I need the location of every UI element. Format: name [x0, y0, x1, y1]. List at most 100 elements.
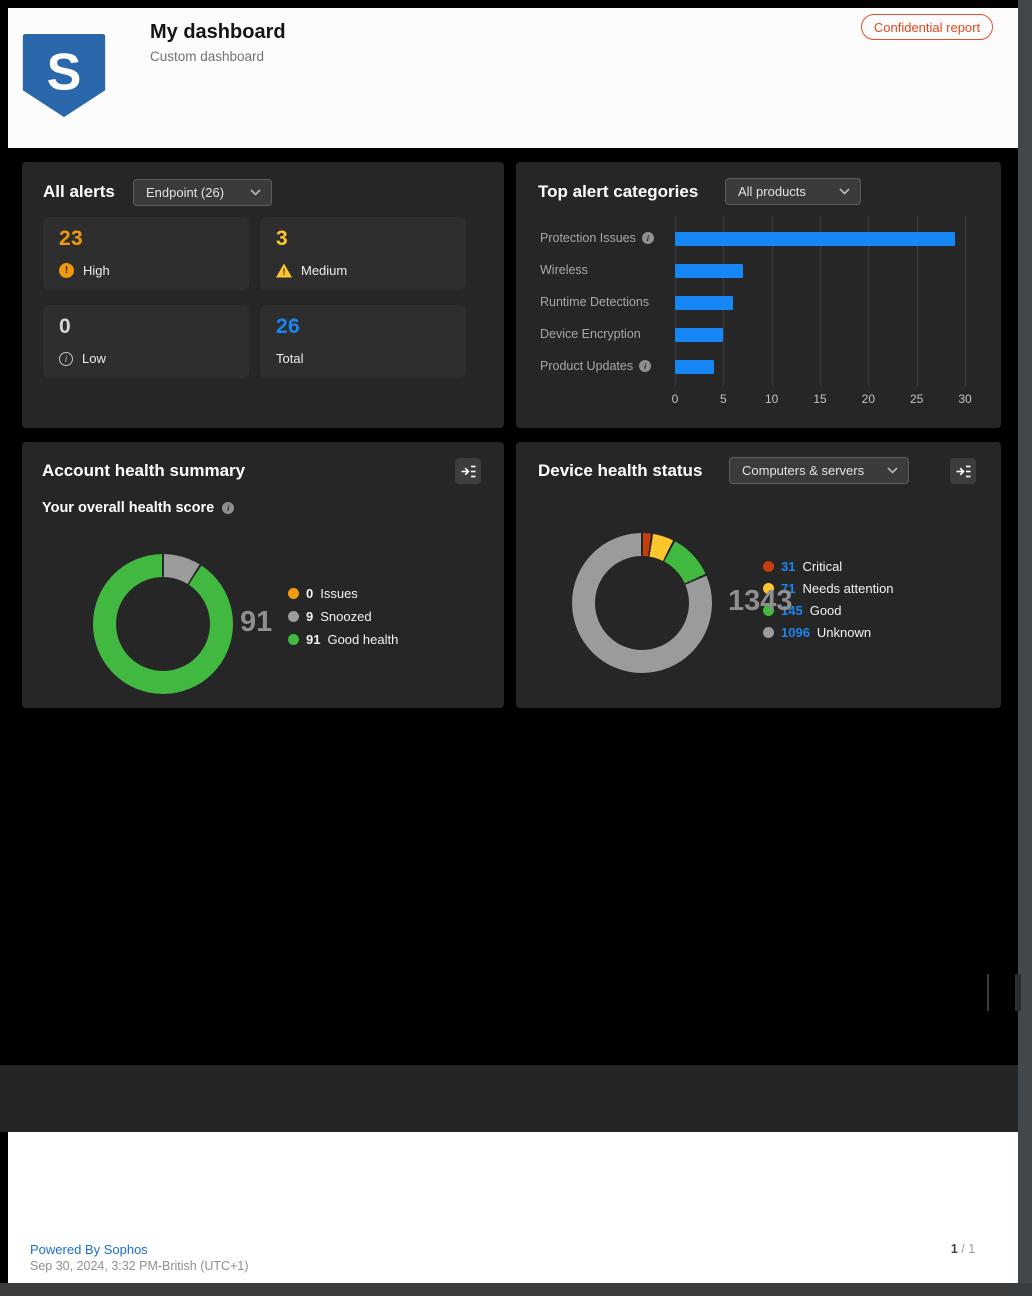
- bar-chart: 0 5 10 15 20 25 30 Protection Issues i Wireless Ru…: [516, 162, 1001, 428]
- legend-label: Good: [809, 602, 842, 618]
- legend-dot: [288, 634, 299, 645]
- legend-dot: [288, 588, 299, 599]
- bar-category-label: Wireless: [540, 263, 588, 277]
- alert-count: 3: [276, 227, 288, 250]
- legend-dot: [763, 560, 774, 572]
- report-footer: Powered By Sophos Sep 30, 2024, 3:32 PM-…: [8, 1132, 1018, 1283]
- legend-label: Good health: [327, 632, 399, 647]
- info-icon[interactable]: i: [222, 502, 235, 514]
- legend-value: 1096: [781, 624, 810, 640]
- total-pages: / 1: [961, 1242, 976, 1256]
- legend-value: 31: [781, 558, 796, 574]
- alert-card-label: High: [83, 263, 110, 278]
- legend-item-unknown: 1096 Unknown: [763, 621, 894, 643]
- window-bottom-edge: [0, 1283, 1032, 1296]
- legend-value: 0: [306, 586, 314, 601]
- dropdown-value: Endpoint (26): [146, 185, 225, 200]
- categories-product-dropdown[interactable]: All products: [725, 178, 861, 205]
- all-alerts-title: All alerts: [43, 182, 115, 201]
- alert-card-label: Medium: [301, 263, 348, 278]
- legend-label: Critical: [802, 558, 843, 574]
- device-type-dropdown[interactable]: Computers & servers: [729, 457, 909, 484]
- legend-item-needs-attention: 71 Needs attention: [763, 577, 894, 599]
- bar-row-label: Wireless: [540, 263, 690, 277]
- report-timestamp: Sep 30, 2024, 3:32 PM-British (UTC+1): [30, 1259, 249, 1273]
- scrollbar-track[interactable]: [1018, 0, 1032, 1296]
- drawer-arrow-icon: [956, 465, 970, 477]
- x-axis-tick: 30: [958, 392, 972, 406]
- legend-item-good: 145 Good: [763, 599, 894, 621]
- dropdown-value: Computers & servers: [742, 463, 865, 478]
- current-page: 1: [950, 1242, 958, 1256]
- alert-card-label: Low: [82, 351, 106, 366]
- legend-value: 145: [781, 602, 803, 618]
- page-subtitle: Custom dashboard: [150, 49, 265, 64]
- x-axis-tick: 0: [671, 392, 679, 406]
- device-health-panel: Device health status Computers & servers…: [516, 442, 1001, 708]
- powered-by-sophos-link[interactable]: Powered By Sophos: [30, 1242, 148, 1257]
- alert-card-high: 23! High: [43, 217, 249, 290]
- legend-label: Unknown: [816, 624, 872, 640]
- gridline: [965, 216, 966, 386]
- health-score-donut: [93, 554, 233, 694]
- bar-category-label: Runtime Detections: [540, 295, 650, 309]
- account-health-title: Account health summary: [42, 461, 246, 480]
- confidential-report-badge[interactable]: Confidential report: [861, 14, 993, 40]
- bar-product-updates: [675, 360, 714, 374]
- bar-category-label: Protection Issues: [540, 231, 636, 245]
- chevron-down-icon: [839, 188, 850, 195]
- legend-value: 91: [306, 632, 321, 647]
- info-icon[interactable]: i: [641, 232, 654, 244]
- legend-label: Snoozed: [320, 609, 372, 624]
- x-axis-tick: 25: [909, 392, 924, 406]
- x-axis-tick: 15: [813, 392, 827, 406]
- health-score-heading: Your overall health score: [42, 500, 215, 516]
- bar-category-label: Device Encryption: [540, 327, 641, 341]
- drawer-arrow-icon: [461, 465, 475, 477]
- legend-dot: [763, 604, 774, 616]
- open-details-button[interactable]: [455, 458, 481, 484]
- device-health-legend: 31 Critical 71 Needs attention 145 Good 1096 Un…: [763, 555, 894, 643]
- gridline: [771, 216, 773, 386]
- x-axis-tick: 20: [861, 392, 875, 406]
- report-header: S My dashboard Custom dashboard Confiden…: [8, 8, 1018, 148]
- alert-count: 0: [59, 315, 71, 338]
- legend-dot: [763, 626, 774, 638]
- top-alert-categories-title: Top alert categories: [538, 182, 699, 201]
- top-alert-categories-panel: Top alert categories All products 0 5 10 15…: [516, 162, 1001, 428]
- page-indicator: 1 / 1: [938, 1242, 988, 1256]
- alert-product-dropdown[interactable]: Endpoint (26): [133, 179, 272, 206]
- scrollbar-thumb[interactable]: [1015, 974, 1021, 1011]
- legend-value: 71: [781, 580, 796, 596]
- page-title: My dashboard: [150, 21, 286, 43]
- alert-card-label: Total: [276, 351, 304, 366]
- gridline: [820, 216, 821, 386]
- legend-dot: [763, 582, 774, 594]
- bar-plot-area: [675, 216, 966, 386]
- alert-count: 23: [59, 227, 83, 250]
- alert-card-total: 26 Total: [260, 305, 466, 378]
- bar-protection-issues: [675, 232, 956, 246]
- legend-value: 9: [306, 609, 314, 624]
- info-circle-icon: i: [59, 351, 73, 366]
- legend-label: Issues: [320, 586, 358, 601]
- info-icon[interactable]: i: [639, 360, 652, 372]
- account-health-panel: Account health summary Your overall heal…: [22, 442, 504, 708]
- device-health-donut: [572, 533, 712, 673]
- chevron-down-icon: [887, 467, 898, 474]
- all-alerts-panel: All alerts Endpoint (26) 23! High 3! Medium…: [22, 162, 504, 428]
- x-axis-tick: 10: [764, 392, 779, 406]
- svg-text:S: S: [47, 43, 82, 101]
- open-details-button[interactable]: [950, 458, 976, 484]
- page-gap-band: [0, 1065, 1018, 1132]
- dropdown-value: All products: [738, 184, 806, 199]
- gridline: [916, 216, 918, 386]
- bar-row-label: Product Updates i: [540, 359, 690, 373]
- gridline: [868, 216, 870, 386]
- bar-row-label: Device Encryption: [540, 327, 690, 341]
- alert-summary-cards: 23! High 3! Medium 0 i Low 26 Total: [43, 217, 466, 378]
- health-score-legend: 0 Issues 9 Snoozed 91 Good health: [288, 582, 398, 651]
- bar-row-label: Protection Issues i: [540, 231, 690, 245]
- bar-row-label: Runtime Detections: [540, 295, 690, 309]
- exclamation-circle-icon: !: [59, 263, 74, 278]
